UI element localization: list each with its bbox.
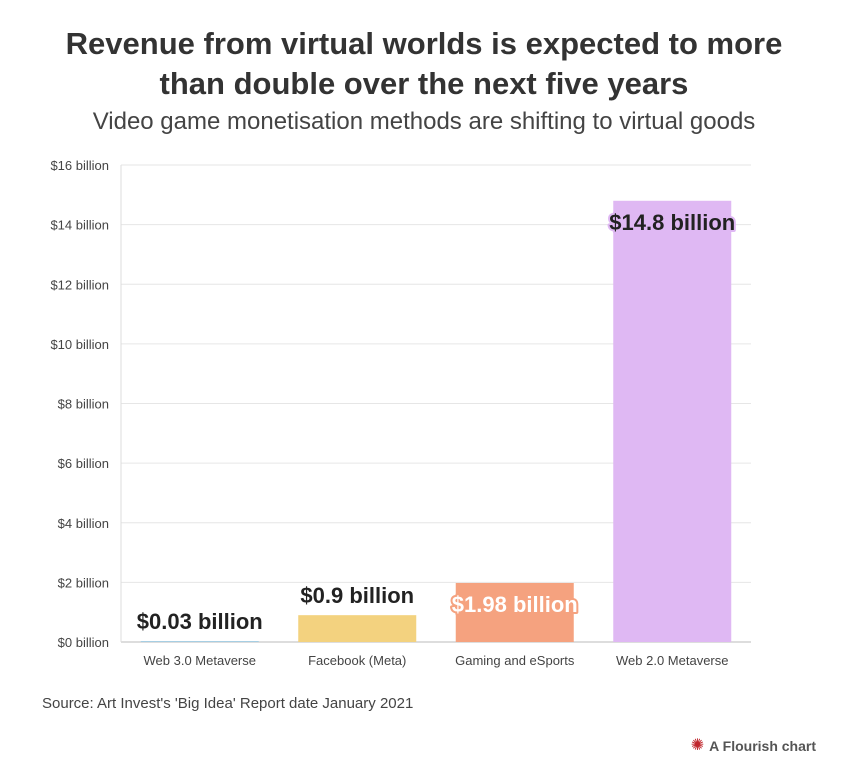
data-label: $0.9 billion <box>300 583 414 608</box>
bar <box>298 615 417 642</box>
chart-subtitle: Video game monetisation methods are shif… <box>92 108 756 135</box>
chart-title: Revenue from virtual worlds is expected … <box>0 24 848 104</box>
data-label: $14.8 billion <box>609 210 735 235</box>
y-tick-label: $6 billion <box>58 456 109 471</box>
x-tick-label: Facebook (Meta) <box>308 653 406 668</box>
x-tick-label: Web 2.0 Metaverse <box>616 653 728 668</box>
chart-title-line-2: than double over the next five years <box>159 66 689 101</box>
data-label: $1.98 billion <box>452 592 578 617</box>
flourish-logo-icon: ✺ <box>690 737 705 754</box>
data-label: $0.03 billion <box>137 609 263 634</box>
source-note: Source: Art Invest's 'Big Idea' Report d… <box>42 695 414 712</box>
chart-title-line-1: Revenue from virtual worlds is expected … <box>65 26 783 61</box>
x-tick-label: Web 3.0 Metaverse <box>144 653 256 668</box>
x-tick-label: Gaming and eSports <box>455 653 575 668</box>
y-tick-label: $0 billion <box>58 635 109 650</box>
y-tick-label: $14 billion <box>50 218 109 233</box>
y-tick-label: $2 billion <box>58 575 109 590</box>
y-tick-label: $10 billion <box>50 337 109 352</box>
bar <box>613 200 732 642</box>
y-tick-label: $16 billion <box>50 158 109 173</box>
y-tick-label: $4 billion <box>58 516 109 531</box>
y-tick-label: $8 billion <box>58 397 109 412</box>
flourish-credit-label: A Flourish chart <box>709 738 816 754</box>
bar <box>455 582 574 642</box>
bar <box>140 641 259 642</box>
flourish-credit-link[interactable]: ✺ A Flourish chart <box>690 737 816 755</box>
y-tick-label: $12 billion <box>50 277 109 292</box>
